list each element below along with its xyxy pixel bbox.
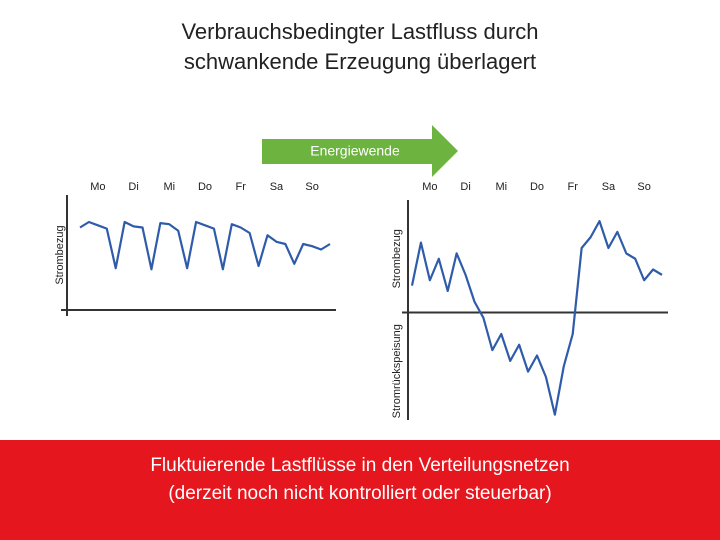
x-tick-label: Mo (422, 181, 437, 193)
x-tick-label: Mi (495, 181, 507, 193)
y-axis-label: Strombezug (391, 229, 403, 288)
x-tick-label: So (305, 181, 318, 193)
footer-band (0, 440, 720, 540)
arrow-label: Energiewende (310, 143, 400, 159)
arrow (262, 125, 458, 177)
footer-line: (derzeit noch nicht kontrolliert oder st… (168, 483, 551, 504)
x-tick-label: Sa (602, 181, 616, 193)
x-tick-label: Mi (163, 181, 175, 193)
x-tick-label: Fr (236, 181, 247, 193)
x-tick-label: Di (460, 181, 470, 193)
x-tick-label: Do (530, 181, 544, 193)
y-axis-label: Strombezug (54, 225, 66, 284)
title-line: Verbrauchsbedingter Lastfluss durch (181, 19, 538, 44)
footer-line: Fluktuierende Lastflüsse in den Verteilu… (150, 455, 569, 476)
data-line (410, 220, 663, 416)
title-line: schwankende Erzeugung überlagert (184, 49, 536, 74)
x-tick-label: Mo (90, 181, 105, 193)
x-tick-label: So (637, 181, 650, 193)
data-line (79, 220, 331, 271)
x-tick-label: Sa (270, 181, 284, 193)
x-tick-label: Do (198, 181, 212, 193)
x-tick-label: Fr (568, 181, 579, 193)
y-axis-label: Stromrückspeisung (391, 324, 403, 418)
x-tick-label: Di (128, 181, 138, 193)
